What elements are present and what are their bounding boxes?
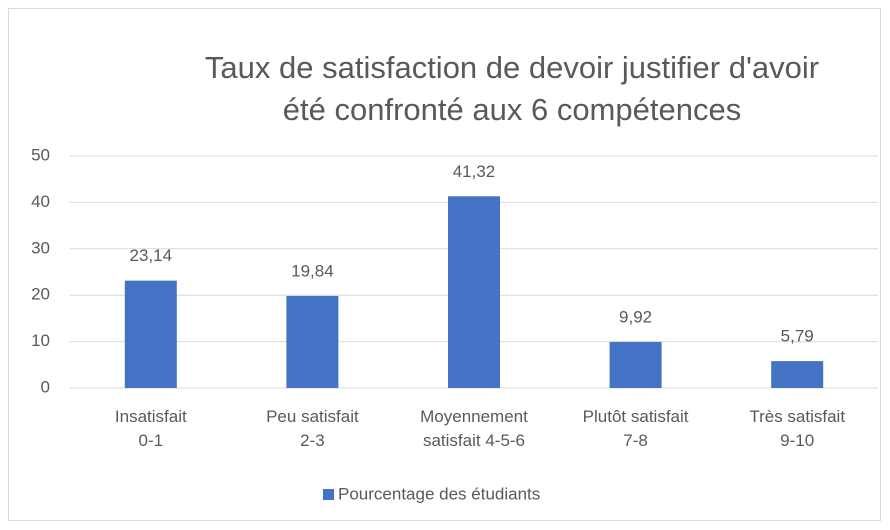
x-tick-label: Peu satisfait 2-3 bbox=[266, 407, 359, 450]
bar bbox=[771, 361, 824, 388]
y-tick-label: 10 bbox=[31, 331, 50, 350]
x-tick-label: Insatisfait 0-1 bbox=[115, 407, 187, 450]
bar bbox=[124, 280, 177, 388]
y-tick-label: 50 bbox=[31, 145, 50, 164]
bar bbox=[286, 295, 339, 388]
y-tick-label: 40 bbox=[31, 192, 50, 211]
y-tick-label: 20 bbox=[31, 285, 50, 304]
bar bbox=[609, 341, 662, 388]
bar bbox=[448, 196, 500, 388]
legend-label: Pourcentage des étudiants bbox=[338, 484, 540, 503]
x-tick-label: Plutôt satisfait 7-8 bbox=[583, 407, 689, 450]
data-label: 5,79 bbox=[781, 327, 814, 346]
chart-title: Taux de satisfaction de devoir justifier… bbox=[205, 50, 819, 127]
chart-border bbox=[8, 8, 881, 521]
y-tick-label: 0 bbox=[41, 377, 50, 396]
data-label: 23,14 bbox=[130, 246, 173, 265]
data-label: 9,92 bbox=[619, 307, 652, 326]
x-tick-label: Moyennement satisfait 4-5-6 bbox=[420, 407, 528, 450]
data-label: 19,84 bbox=[291, 261, 334, 280]
y-tick-label: 30 bbox=[31, 238, 50, 257]
data-label: 41,32 bbox=[453, 162, 496, 181]
x-tick-label: Très satisfait 9-10 bbox=[749, 407, 845, 450]
legend-swatch bbox=[323, 489, 334, 500]
